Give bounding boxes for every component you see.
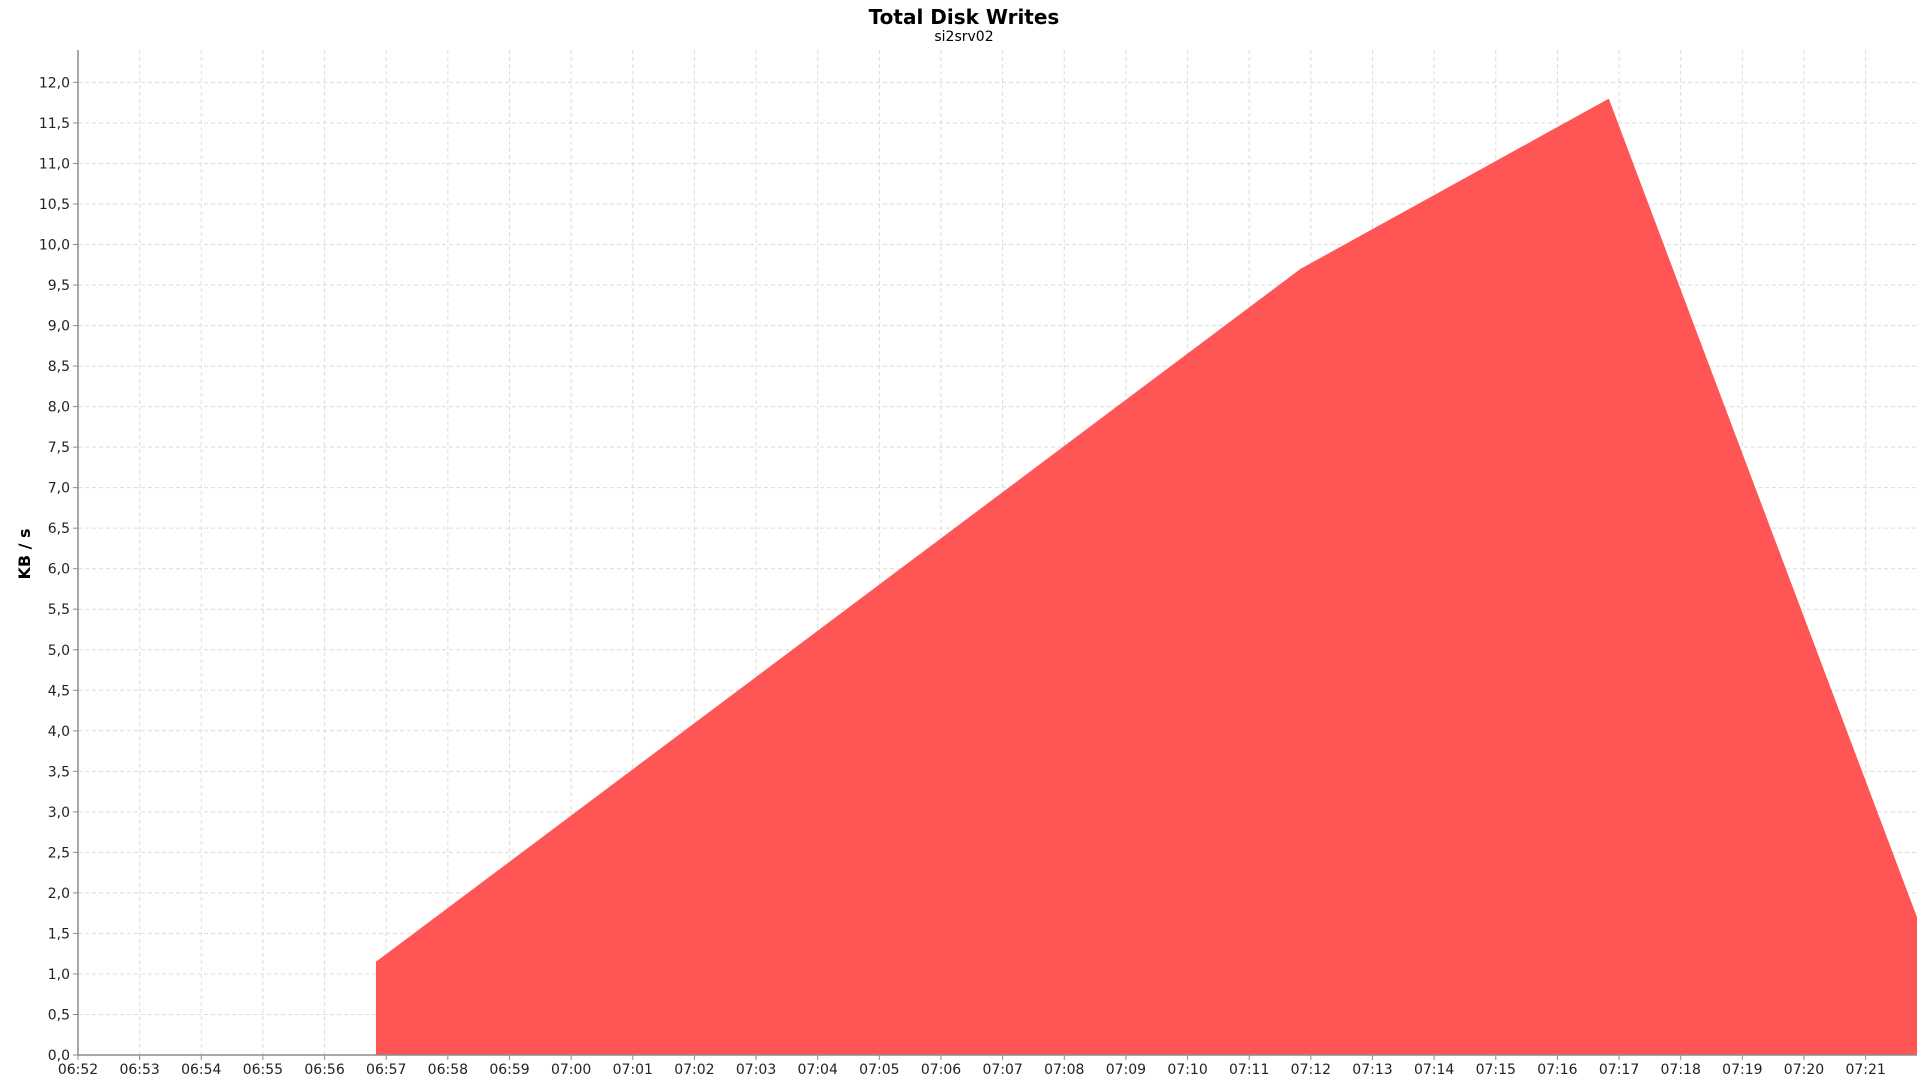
- x-tick-label: 07:01: [613, 1062, 653, 1078]
- x-tick-label: 07:12: [1291, 1062, 1331, 1078]
- x-tick-label: 07:03: [736, 1062, 776, 1078]
- y-axis-label: KB / s: [15, 528, 34, 579]
- y-tick-label: 0,5: [48, 1007, 70, 1023]
- y-tick-label: 9,0: [48, 319, 70, 335]
- y-tick-label: 4,5: [48, 683, 70, 699]
- x-tick-label: 06:58: [428, 1062, 468, 1078]
- x-tick-label: 07:05: [859, 1062, 899, 1078]
- x-tick-label: 07:21: [1845, 1062, 1885, 1078]
- x-tick-label: 07:08: [1044, 1062, 1084, 1078]
- y-tick-label: 4,0: [48, 724, 70, 740]
- x-tick-label: 06:57: [366, 1062, 406, 1078]
- y-tick-label: 5,5: [48, 602, 70, 618]
- y-tick-label: 5,0: [48, 643, 70, 659]
- x-tick-label: 07:09: [1106, 1062, 1146, 1078]
- x-tick-label: 07:10: [1167, 1062, 1207, 1078]
- y-tick-label: 11,0: [39, 156, 70, 172]
- x-tick-label: 07:17: [1599, 1062, 1639, 1078]
- x-tick-label: 07:00: [551, 1062, 591, 1078]
- y-tick-label: 2,5: [48, 845, 70, 861]
- y-tick-label: 8,5: [48, 359, 70, 375]
- y-tick-label: 3,5: [48, 764, 70, 780]
- y-tick-label: 7,0: [48, 481, 70, 497]
- y-axis-ticks: 0,0 0,5 1,0 1,5 2,0 2,5 3,0 3,5 4,0 4,5 5,0 5,5 6,0 6…: [39, 75, 78, 1064]
- x-tick-label: 06:59: [489, 1062, 529, 1078]
- series-area-fill: [375, 98, 1918, 1055]
- y-tick-label: 12,0: [39, 75, 70, 91]
- series-area: [375, 98, 1918, 1055]
- x-tick-label: 07:19: [1722, 1062, 1762, 1078]
- x-tick-label: 07:11: [1229, 1062, 1269, 1078]
- x-tick-label: 06:55: [243, 1062, 283, 1078]
- x-tick-label: 07:18: [1661, 1062, 1701, 1078]
- y-tick-label: 10,0: [39, 238, 70, 254]
- x-tick-label: 07:07: [982, 1062, 1022, 1078]
- x-tick-label: 06:53: [119, 1062, 159, 1078]
- y-tick-label: 6,0: [48, 562, 70, 578]
- x-axis-ticks: 06:52 06:53 06:54 06:55 06:56 06:57 06:58 06:59…: [58, 1055, 1886, 1078]
- x-tick-label: 07:02: [674, 1062, 714, 1078]
- y-tick-label: 9,5: [48, 278, 70, 294]
- x-tick-label: 07:14: [1414, 1062, 1454, 1078]
- x-tick-label: 06:56: [304, 1062, 344, 1078]
- x-tick-label: 06:52: [58, 1062, 98, 1078]
- x-tick-label: 07:13: [1352, 1062, 1392, 1078]
- x-tick-label: 07:04: [798, 1062, 838, 1078]
- x-tick-label: 07:20: [1784, 1062, 1824, 1078]
- y-tick-label: 10,5: [39, 197, 70, 213]
- axes: [77, 50, 1917, 1056]
- y-tick-label: 7,5: [48, 440, 70, 456]
- x-tick-label: 07:06: [921, 1062, 961, 1078]
- y-tick-label: 2,0: [48, 886, 70, 902]
- y-tick-label: 1,5: [48, 926, 70, 942]
- y-tick-label: 0,0: [48, 1048, 70, 1064]
- chart-subtitle: si2srv02: [934, 29, 993, 45]
- chart-title: Total Disk Writes: [869, 5, 1060, 29]
- x-tick-label: 06:54: [181, 1062, 221, 1078]
- x-tick-label: 07:16: [1537, 1062, 1577, 1078]
- y-tick-label: 11,5: [39, 116, 70, 132]
- y-tick-label: 6,5: [48, 521, 70, 537]
- x-tick-label: 07:15: [1476, 1062, 1516, 1078]
- y-tick-label: 1,0: [48, 967, 70, 983]
- y-tick-label: 8,0: [48, 400, 70, 416]
- y-tick-label: 3,0: [48, 805, 70, 821]
